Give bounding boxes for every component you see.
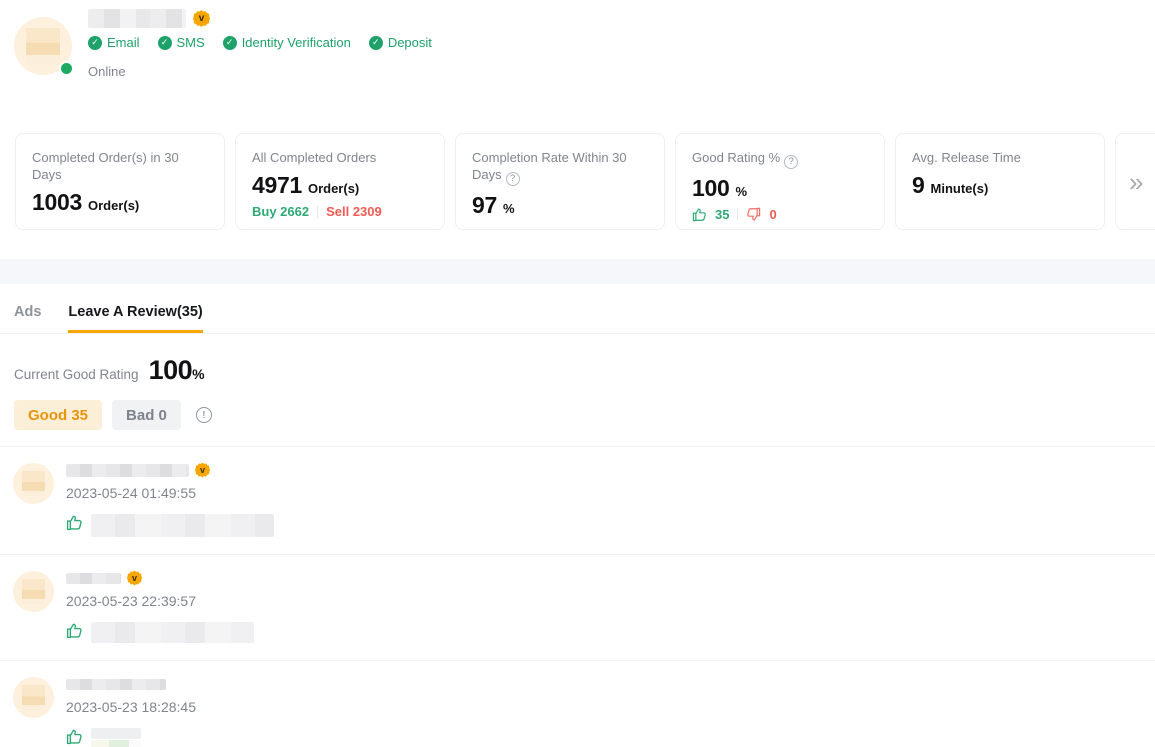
- stat-card-completed-30d: Completed Order(s) in 30 Days 1003 Order…: [15, 133, 225, 230]
- stat-value: 9: [912, 172, 925, 198]
- thumbs-up-icon: [66, 514, 83, 531]
- stat-label: All Completed Orders: [252, 150, 377, 165]
- current-good-rating-value: 100: [148, 355, 193, 385]
- info-icon[interactable]: !: [195, 407, 212, 423]
- verification-deposit: ✓ Deposit: [368, 35, 432, 50]
- verification-label: Email: [107, 35, 140, 50]
- thumbs-down-count: 0: [769, 206, 777, 222]
- buy-count: Buy 2662: [252, 204, 310, 219]
- expand-stats-button[interactable]: »: [1115, 133, 1155, 230]
- stat-label: Avg. Release Time: [912, 150, 1021, 165]
- check-icon: ✓: [157, 35, 172, 50]
- reviewer-name-redacted: [66, 678, 166, 690]
- thumbs-down-icon: [746, 207, 761, 222]
- sell-count: Sell 2309: [326, 204, 382, 219]
- avatar-blur: [22, 471, 45, 496]
- verified-badge-icon: v: [195, 462, 210, 478]
- stat-unit: Order(s): [307, 181, 360, 196]
- reviews-list: v 2023-05-24 01:49:55 v 2023-05-23 22:39…: [0, 446, 1155, 747]
- section-divider-band: [0, 259, 1155, 284]
- stat-value: 97: [472, 191, 497, 218]
- avatar-blur: [22, 579, 45, 604]
- content-tabs: Ads Leave A Review(35): [0, 284, 1155, 334]
- current-good-rating-row: Current Good Rating 100 %: [14, 355, 1155, 386]
- stats-cards-row: Completed Order(s) in 30 Days 1003 Order…: [15, 133, 1155, 230]
- review-timestamp: 2023-05-23 22:39:57: [66, 593, 196, 609]
- avatar-blur: [26, 28, 60, 64]
- help-icon[interactable]: ?: [784, 154, 799, 169]
- review-item: 2023-05-23 18:28:45: [0, 661, 1155, 747]
- verification-sms: ✓ SMS: [157, 35, 205, 50]
- reviewer-avatar: [13, 463, 54, 504]
- review-item: v 2023-05-24 01:49:55: [0, 447, 1155, 555]
- review-timestamp: 2023-05-23 18:28:45: [66, 699, 196, 715]
- divider: [737, 208, 739, 220]
- stat-card-good-rating: Good Rating %? 100 % 35 0: [675, 133, 885, 230]
- reviewer-avatar: [13, 677, 54, 718]
- stat-unit: Minute(s): [930, 181, 989, 196]
- review-item: v 2023-05-23 22:39:57: [0, 555, 1155, 661]
- divider: [317, 205, 319, 218]
- stat-label: Completed Order(s) in 30 Days: [32, 150, 179, 182]
- online-status-label: Online: [88, 64, 126, 79]
- reviewer-avatar: [13, 571, 54, 612]
- verified-merchant-badge-icon: v: [193, 10, 210, 27]
- verification-identity: ✓ Identity Verification: [222, 35, 351, 50]
- stat-value: 100: [692, 174, 730, 201]
- reviewer-name-redacted: [66, 572, 121, 584]
- verified-badge-icon: v: [127, 570, 142, 586]
- verification-label: SMS: [176, 35, 205, 50]
- check-icon: ✓: [368, 35, 383, 50]
- reviewer-name-redacted: [66, 463, 189, 477]
- stat-value: 1003: [32, 189, 82, 215]
- review-timestamp: 2023-05-24 01:49:55: [66, 485, 196, 501]
- tab-leave-a-review[interactable]: Leave A Review(35): [68, 304, 203, 333]
- thumbs-up-icon: [66, 728, 83, 745]
- stat-card-avg-release-time: Avg. Release Time 9 Minute(s): [895, 133, 1105, 230]
- thumbs-up-icon: [692, 207, 707, 222]
- tab-ads[interactable]: Ads: [14, 304, 42, 320]
- filter-good-button[interactable]: Good 35: [14, 400, 103, 430]
- stat-card-all-completed: All Completed Orders 4971 Order(s) Buy 2…: [235, 133, 445, 230]
- stat-label: Good Rating %: [692, 150, 781, 165]
- stat-label: Completion Rate Within 30 Days: [472, 150, 627, 182]
- double-chevron-right-icon: »: [1129, 166, 1144, 197]
- merchant-name-redacted: [88, 9, 186, 28]
- verification-email: ✓ Email: [88, 35, 140, 50]
- review-text-redacted: [91, 728, 141, 747]
- review-text-redacted: [91, 622, 254, 643]
- stat-unit: %: [502, 200, 515, 216]
- stat-value: 4971: [252, 172, 302, 198]
- verification-label: Identity Verification: [241, 35, 351, 50]
- avatar-image-redacted: [14, 17, 72, 75]
- avatar-blur: [22, 685, 45, 710]
- help-icon[interactable]: ?: [505, 171, 520, 186]
- stat-card-completion-rate: Completion Rate Within 30 Days? 97 %: [455, 133, 665, 230]
- online-status-dot: [59, 61, 74, 76]
- verification-badges-row: ✓ Email ✓ SMS ✓ Identity Verification ✓ …: [88, 35, 432, 50]
- check-icon: ✓: [222, 35, 237, 50]
- current-good-rating-label: Current Good Rating: [14, 367, 139, 382]
- stat-unit: %: [735, 183, 748, 199]
- stat-unit: Order(s): [87, 198, 140, 213]
- thumbs-up-icon: [66, 622, 83, 639]
- current-good-rating-unit: %: [192, 366, 205, 382]
- merchant-profile-header: v ✓ Email ✓ SMS ✓ Identity Verification …: [0, 0, 1155, 79]
- merchant-avatar: [14, 17, 74, 76]
- filter-bad-button[interactable]: Bad 0: [112, 400, 181, 430]
- thumbs-up-count: 35: [715, 206, 730, 222]
- check-icon: ✓: [88, 35, 102, 50]
- verification-label: Deposit: [387, 35, 432, 50]
- review-text-redacted: [91, 514, 274, 537]
- review-filter-row: Good 35 Bad 0 !: [14, 400, 1155, 430]
